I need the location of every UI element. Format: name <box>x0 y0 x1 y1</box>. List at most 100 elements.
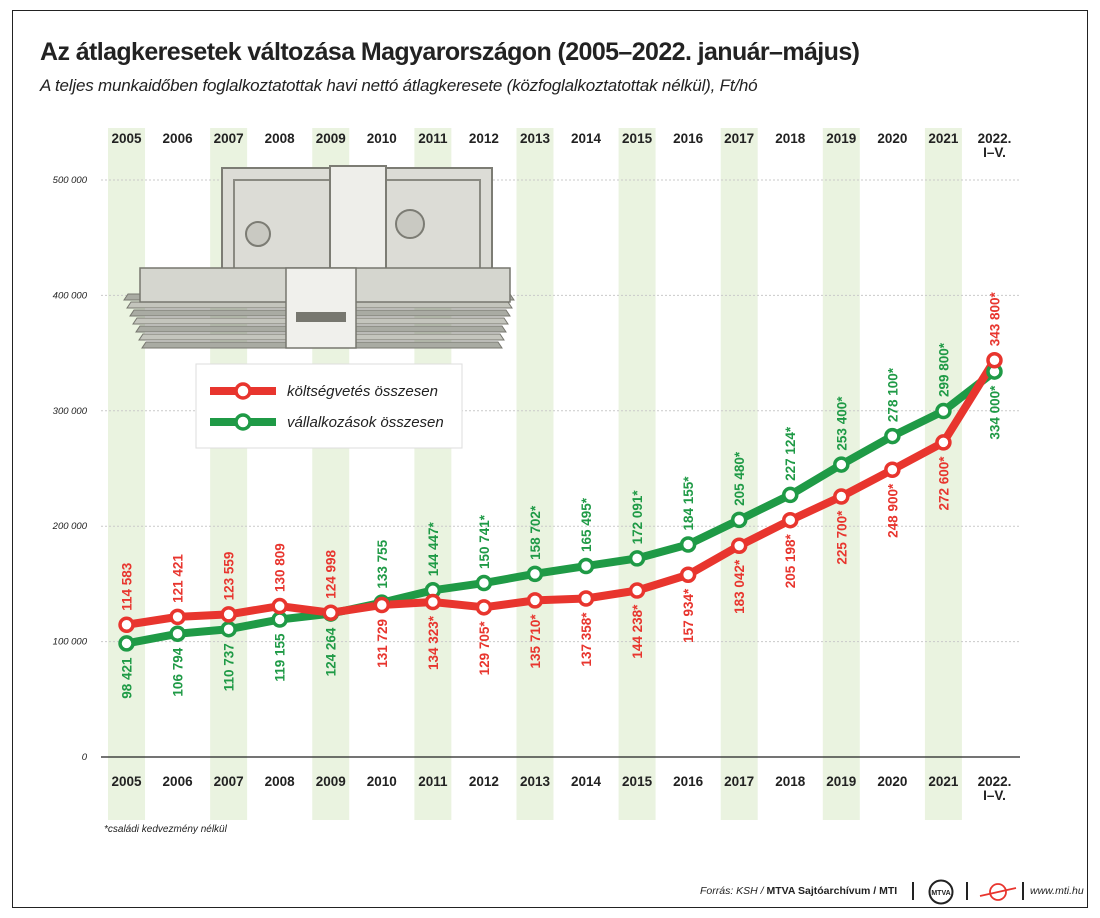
data-label: 121 421 <box>171 554 186 603</box>
data-point <box>220 620 237 638</box>
x-tick-label-bottom: 2008 <box>265 774 296 789</box>
y-tick-label: 0 <box>82 752 88 763</box>
data-point <box>730 537 748 555</box>
data-point <box>322 604 339 622</box>
x-tick-label-bottom: 2010 <box>367 774 397 789</box>
data-label: 205 198* <box>783 533 798 588</box>
data-label: 135 710* <box>528 614 543 669</box>
data-point <box>526 565 544 583</box>
x-tick-label-line: I–V. <box>983 788 1006 803</box>
data-point <box>730 511 748 529</box>
x-tick-label-top: 2014 <box>571 131 602 146</box>
x-tick-label-top: 2013 <box>520 131 551 146</box>
x-tick-label-top: 2010 <box>367 131 397 146</box>
data-point <box>782 486 799 504</box>
data-label: 123 559 <box>222 552 237 601</box>
banknote-band <box>285 267 357 349</box>
data-label: 119 155 <box>273 633 288 682</box>
x-tick-label-line: 2022. <box>978 774 1012 789</box>
data-point <box>884 461 901 479</box>
banknote-barcode <box>296 312 346 322</box>
data-point <box>935 402 952 420</box>
year-band <box>108 128 146 820</box>
x-tick-label-top: 2006 <box>163 131 194 146</box>
data-point <box>833 456 850 473</box>
data-point <box>833 488 850 505</box>
x-tick-label-top: 2012 <box>469 131 499 146</box>
data-label: 157 934* <box>681 588 696 643</box>
y-tick-label: 500 000 <box>53 175 88 186</box>
x-tick-label-top: 2021 <box>928 131 959 146</box>
x-tick-label-bottom: 2017 <box>724 774 754 789</box>
data-point <box>884 427 901 445</box>
data-point <box>475 574 493 592</box>
x-tick-label-top: 2020 <box>877 131 907 146</box>
separator <box>912 882 914 900</box>
x-tick-label-top: 2018 <box>775 131 806 146</box>
x-tick-label-bottom: 2015 <box>622 774 653 789</box>
data-label: 343 800* <box>987 291 1002 346</box>
data-label: 205 480* <box>732 451 747 506</box>
x-tick-label-top: 2009 <box>316 131 346 146</box>
x-tick-label-bottom: 2005 <box>112 774 143 789</box>
data-point <box>424 593 442 611</box>
x-tick-label-bottom: 2011 <box>418 774 448 789</box>
data-label: 137 358* <box>579 612 594 667</box>
y-tick-label: 200 000 <box>52 521 88 532</box>
x-tick-label-bottom: 2022. I–V. <box>978 774 1012 803</box>
data-label: 278 100* <box>885 367 900 422</box>
data-point <box>679 536 697 553</box>
data-point <box>475 599 493 616</box>
data-label: 133 755 <box>375 539 390 588</box>
data-point <box>628 582 646 599</box>
mtva-logo-icon: MTVA <box>928 879 954 905</box>
data-label: 248 900* <box>885 483 900 538</box>
x-tick-label-top: 2007 <box>214 131 244 146</box>
x-tick-label-bottom: 2009 <box>316 774 346 789</box>
data-label: 114 583 <box>120 562 135 611</box>
data-label: 144 238* <box>630 604 645 659</box>
x-tick-label-bottom: 2007 <box>214 774 244 789</box>
x-tick-label-bottom: 2021 <box>928 774 959 789</box>
data-label: 184 155* <box>681 476 696 531</box>
data-label: 131 729 <box>375 619 390 668</box>
data-label: 130 809 <box>273 543 288 592</box>
x-tick-label-top: 2008 <box>265 131 296 146</box>
data-point <box>118 616 135 634</box>
data-label: 272 600* <box>936 456 951 511</box>
x-tick-label-top: 2011 <box>418 131 448 146</box>
data-label: 227 124* <box>783 426 798 481</box>
year-band <box>720 128 758 820</box>
year-band <box>924 128 962 820</box>
data-label: 172 091* <box>630 490 645 545</box>
x-tick-label-bottom: 2012 <box>469 774 499 789</box>
y-tick-label: 300 000 <box>53 406 88 417</box>
x-tick-label-bottom: 2020 <box>877 774 907 789</box>
banknote-seal <box>245 221 271 247</box>
data-point <box>271 611 288 628</box>
y-tick-label: 400 000 <box>53 290 88 301</box>
data-point <box>169 608 186 626</box>
data-point <box>118 635 135 652</box>
footnote: *családi kedvezmény nélkül <box>104 824 227 835</box>
x-tick-label-top: 2019 <box>826 131 856 146</box>
data-label: 253 400* <box>834 396 849 451</box>
mti-logo-icon <box>979 883 1017 901</box>
x-tick-label-line: 2022. <box>978 131 1012 146</box>
y-tick-label: 100 000 <box>53 637 88 648</box>
legend-marker <box>234 413 252 431</box>
data-label: 158 702* <box>528 505 543 560</box>
year-band <box>516 128 554 820</box>
series-line <box>125 368 997 648</box>
data-label: 165 495* <box>579 497 594 552</box>
data-label: 134 323* <box>426 615 441 670</box>
x-tick-label-bottom: 2016 <box>673 774 704 789</box>
x-tick-label-top: 2005 <box>112 131 143 146</box>
legend-marker <box>234 382 252 400</box>
data-label: 98 421 <box>120 657 135 699</box>
x-tick-label-top: 2017 <box>724 131 754 146</box>
data-point <box>782 511 799 529</box>
data-label: 334 000* <box>987 385 1002 440</box>
data-label: 110 737 <box>222 643 237 691</box>
data-label: 124 264 <box>324 627 339 676</box>
